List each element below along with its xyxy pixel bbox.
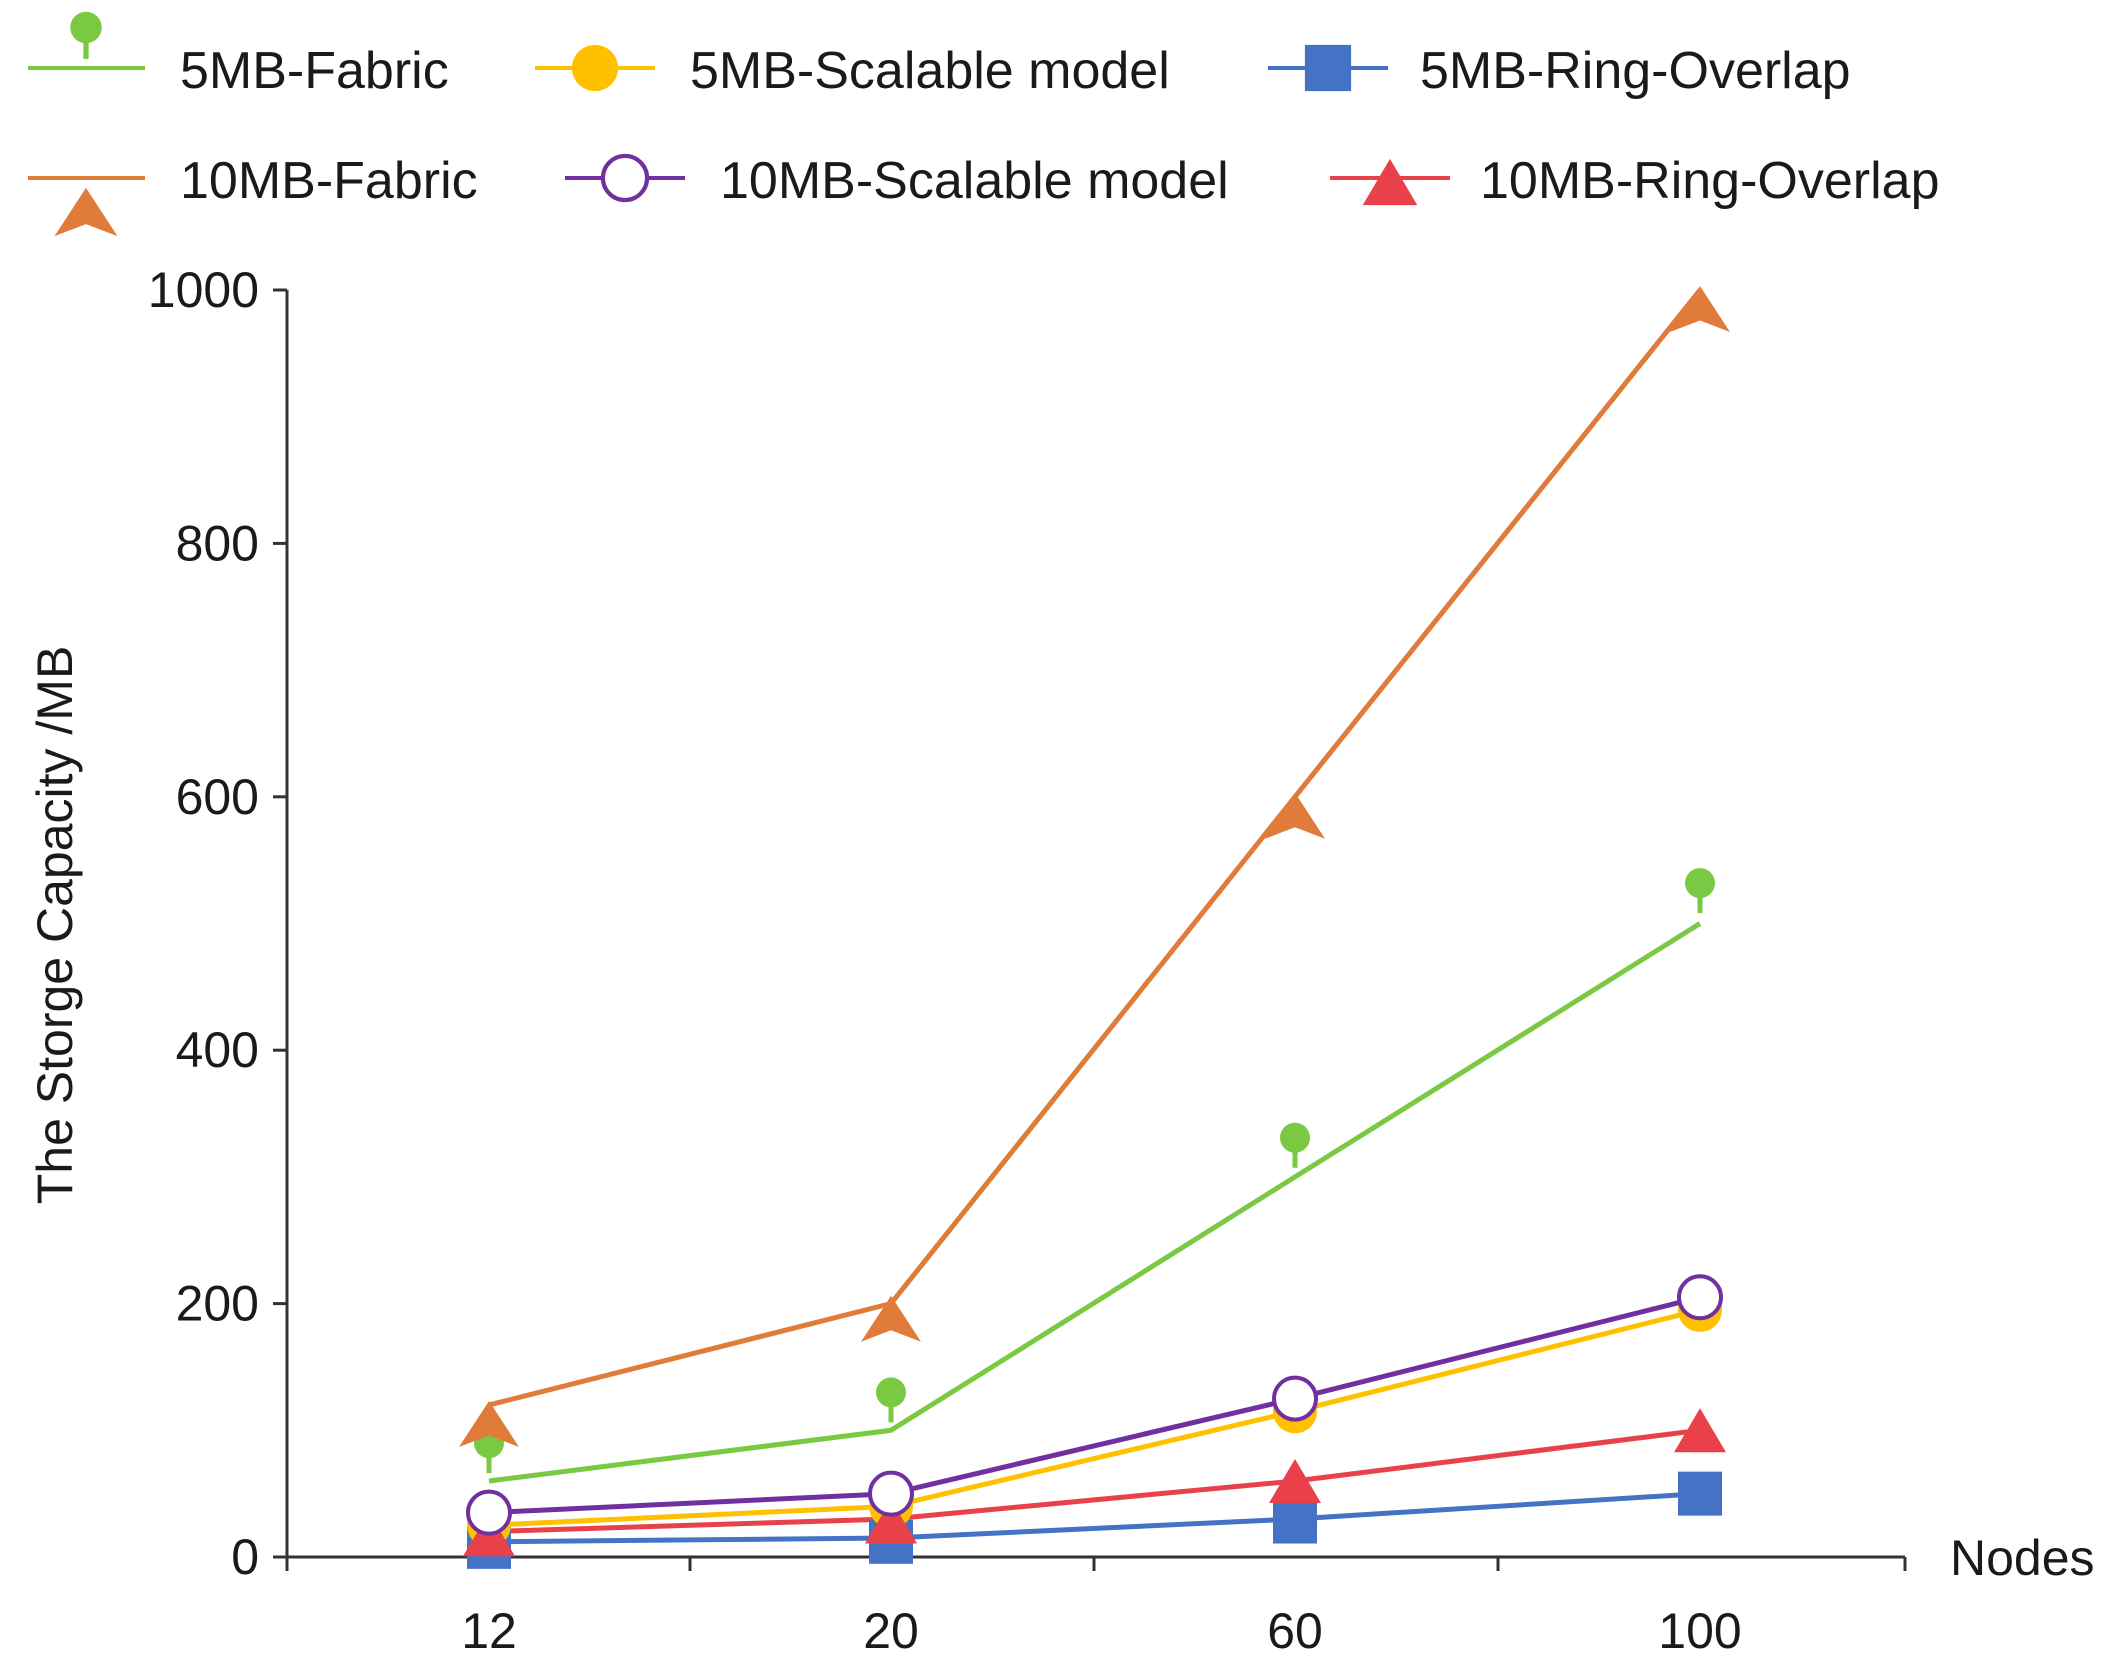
legend-item-10mb-scalable-model: 10MB-Scalable model — [565, 152, 1229, 210]
point-10mb-fabric-12 — [459, 1400, 519, 1447]
legend-label-5mb-scalable-model: 5MB-Scalable model — [690, 42, 1170, 100]
series-lines — [488, 288, 1702, 1545]
x-tick-label-12: 12 — [461, 1603, 517, 1659]
series-line-5mb-fabric — [488, 921, 1702, 1484]
series-markers — [459, 286, 1730, 1569]
point-5mb-fabric-100 — [1685, 868, 1715, 914]
point-5mb-ring-overlap-100-box — [1678, 1471, 1722, 1516]
y-tick-label-800: 800 — [176, 515, 259, 571]
point-10mb-ring-overlap-60-shape — [1269, 1458, 1321, 1503]
point-5mb-fabric-100-head — [1685, 868, 1715, 899]
legend-label-5mb-ring-overlap: 5MB-Ring-Overlap — [1420, 42, 1851, 100]
point-10mb-fabric-12-shape — [459, 1400, 519, 1447]
point-5mb-ring-overlap-60 — [1273, 1499, 1317, 1544]
legend-label-10mb-ring-overlap: 10MB-Ring-Overlap — [1480, 152, 1940, 210]
y-tick-label-200: 200 — [176, 1276, 259, 1332]
legend-marker-10mb-ring-overlap-shape — [1362, 158, 1418, 206]
legend: 5MB-Fabric 5MB-Scalable model 5MB-Ring-Ove… — [28, 11, 1940, 237]
series-line-10mb-ring-overlap — [488, 1427, 1701, 1535]
point-10mb-scalable-model-12 — [466, 1489, 512, 1536]
legend-item-5mb-scalable-model: 5MB-Scalable model — [535, 42, 1170, 100]
legend-label-5mb-fabric: 5MB-Fabric — [180, 42, 449, 100]
point-10mb-scalable-model-100-ring — [1677, 1274, 1723, 1321]
point-5mb-fabric-20-head — [876, 1377, 906, 1408]
point-5mb-fabric-60 — [1280, 1122, 1310, 1168]
legend-marker-5mb-ring-overlap-box — [1304, 44, 1352, 92]
legend-label-10mb-fabric: 10MB-Fabric — [180, 152, 478, 210]
point-10mb-scalable-model-12-ring — [466, 1489, 512, 1536]
legend-marker-5mb-fabric — [70, 11, 102, 59]
series-line-10mb-fabric — [488, 288, 1702, 1408]
legend-label-10mb-scalable-model: 10MB-Scalable model — [720, 152, 1229, 210]
axes: 0 200 400 600 800 1000 12 20 60 100 Nodes The Storg… — [27, 262, 2095, 1659]
point-10mb-scalable-model-100 — [1677, 1274, 1723, 1321]
point-10mb-fabric-100-shape — [1670, 286, 1730, 333]
point-5mb-ring-overlap-100 — [1678, 1471, 1722, 1516]
legend-marker-5mb-scalable-model-dot — [571, 44, 619, 92]
legend-marker-5mb-scalable-model — [571, 44, 619, 92]
legend-marker-10mb-scalable-model — [600, 153, 650, 203]
point-10mb-fabric-20 — [861, 1295, 921, 1342]
point-5mb-fabric-20 — [876, 1377, 906, 1423]
x-tick-label-100: 100 — [1658, 1603, 1741, 1659]
point-10mb-scalable-model-20 — [868, 1470, 914, 1517]
point-10mb-ring-overlap-60 — [1269, 1458, 1321, 1503]
point-10mb-ring-overlap-100-shape — [1674, 1408, 1726, 1453]
point-10mb-fabric-60-shape — [1265, 792, 1325, 839]
y-tick-label-400: 400 — [176, 1022, 259, 1078]
x-tick-label-20: 20 — [863, 1603, 919, 1659]
point-10mb-ring-overlap-20 — [865, 1499, 917, 1544]
y-tick-label-1000: 1000 — [148, 262, 259, 318]
legend-marker-5mb-ring-overlap — [1304, 44, 1352, 92]
legend-item-10mb-ring-overlap: 10MB-Ring-Overlap — [1330, 152, 1940, 210]
legend-item-5mb-fabric: 5MB-Fabric — [28, 11, 449, 100]
legend-marker-10mb-ring-overlap — [1362, 158, 1418, 206]
point-5mb-fabric-60-head — [1280, 1122, 1310, 1153]
point-10mb-fabric-100 — [1670, 286, 1730, 333]
legend-item-5mb-ring-overlap: 5MB-Ring-Overlap — [1268, 42, 1851, 100]
legend-marker-10mb-scalable-model-ring — [600, 153, 650, 203]
series-line-5mb-scalable-model — [488, 1307, 1701, 1528]
point-10mb-scalable-model-20-ring — [868, 1470, 914, 1517]
point-10mb-fabric-20-shape — [861, 1295, 921, 1342]
point-10mb-scalable-model-60-ring — [1272, 1375, 1318, 1422]
y-axis-title: The Storge Capacity /MB — [27, 646, 83, 1205]
legend-marker-10mb-fabric — [54, 187, 118, 237]
y-tick-label-600: 600 — [176, 769, 259, 825]
legend-marker-10mb-fabric-shape — [54, 187, 118, 237]
series-line-10mb-scalable-model — [488, 1294, 1701, 1516]
x-tick-label-60: 60 — [1267, 1603, 1323, 1659]
point-10mb-ring-overlap-100 — [1674, 1408, 1726, 1453]
series-line-5mb-ring-overlap — [488, 1491, 1701, 1545]
y-tick-label-0: 0 — [231, 1529, 259, 1585]
point-10mb-scalable-model-60 — [1272, 1375, 1318, 1422]
point-10mb-ring-overlap-20-shape — [865, 1499, 917, 1544]
x-axis-title: Nodes — [1950, 1530, 2095, 1586]
point-5mb-ring-overlap-60-box — [1273, 1499, 1317, 1544]
legend-item-10mb-fabric: 10MB-Fabric — [28, 152, 478, 237]
point-10mb-fabric-60 — [1265, 792, 1325, 839]
legend-marker-5mb-fabric-head — [70, 11, 102, 44]
